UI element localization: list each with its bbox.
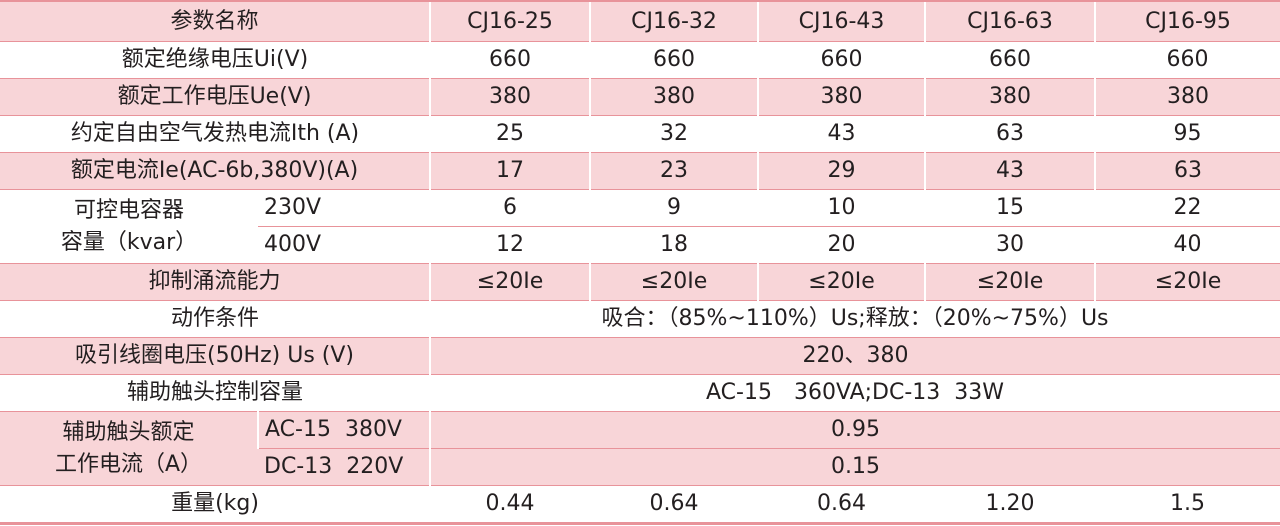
table-cell: 15 — [925, 189, 1096, 227]
table-row: 可控电容器 容量（kvar） 230V 6 9 10 15 22 — [0, 189, 1280, 264]
row-label: 可控电容器容量（kvar） — [0, 189, 258, 264]
table-row: DC-13 220V 0.15 — [0, 448, 1280, 486]
label-line: 辅助触头额定 — [62, 419, 195, 445]
table-cell: 1.20 — [925, 485, 1096, 525]
table-cell: 660 — [925, 41, 1096, 79]
table-row: 吸引线圈电压(50Hz) Us (V) 220、380 — [0, 337, 1280, 375]
table-cell: 1.5 — [1095, 485, 1280, 525]
label-line: 容量（kvar） — [60, 229, 198, 255]
table-cell: CJ16-25 — [429, 0, 591, 42]
row-label: 抑制涌流能力 — [0, 263, 431, 301]
table-row: 400V 12 18 20 30 40 — [0, 226, 1280, 264]
table-cell: 12 — [430, 226, 591, 264]
table-cell: 20 — [758, 226, 926, 264]
table-cell: ≤20Ie — [757, 263, 926, 301]
table-row: 约定自由空气发热电流Ith (A) 25 32 43 63 95 — [0, 115, 1280, 153]
table-row: 额定绝缘电压Ui(V) 660 660 660 660 660 — [0, 41, 1280, 79]
row-label: 吸引线圈电压(50Hz) Us (V) — [0, 337, 431, 375]
sub-label: 400V — [258, 226, 431, 264]
table-cell: 380 — [429, 78, 591, 116]
label-line: 可控电容器 — [73, 197, 184, 223]
table-cell: ≤20Ie — [589, 263, 759, 301]
table-cell: CJ16-95 — [1094, 0, 1280, 42]
table-row: 参数名称 CJ16-25 CJ16-32 CJ16-43 CJ16-63 CJ16-95 — [0, 0, 1280, 42]
table-cell: 380 — [1094, 78, 1280, 116]
table-cell: 380 — [589, 78, 759, 116]
sub-label: DC-13 220V — [258, 448, 431, 486]
table-cell: 220、380 — [429, 337, 1280, 375]
table-cell: 29 — [757, 152, 926, 190]
table-cell: 380 — [924, 78, 1096, 116]
row-label: 动作条件 — [0, 300, 431, 338]
table-row: 抑制涌流能力 ≤20Ie ≤20Ie ≤20Ie ≤20Ie ≤20Ie — [0, 263, 1280, 301]
table-cell: 660 — [758, 41, 926, 79]
row-label: 额定电流Ie(AC-6b,380V)(A) — [0, 152, 431, 190]
sub-label: 230V — [258, 189, 431, 227]
table-cell: 660 — [1095, 41, 1280, 79]
label-line: 工作电流（A） — [54, 451, 203, 477]
table-cell: 6 — [430, 189, 591, 227]
table-cell: ≤20Ie — [429, 263, 591, 301]
row-label: 辅助触头额定 工作电流（A） — [0, 411, 258, 486]
table-cell: 9 — [590, 189, 759, 227]
table-cell: 40 — [1095, 226, 1280, 264]
table-cell: CJ16-32 — [589, 0, 759, 42]
table-cell: 30 — [925, 226, 1096, 264]
table-cell: CJ16-43 — [757, 0, 926, 42]
table-cell: 660 — [590, 41, 759, 79]
table-row: 动作条件 吸合：（85%~110%）Us;释放：（20%~75%）Us — [0, 300, 1280, 338]
table-cell: ≤20Ie — [924, 263, 1096, 301]
table-cell: 380 — [757, 78, 926, 116]
table-cell: 32 — [590, 115, 759, 153]
table-cell: ≤20Ie — [1094, 263, 1280, 301]
table-row: 重量(kg) 0.44 0.64 0.64 1.20 1.5 — [0, 485, 1280, 525]
table-cell: 0.64 — [758, 485, 926, 525]
table-row: 额定电流Ie(AC-6b,380V)(A) 17 23 29 43 63 — [0, 152, 1280, 190]
table-cell: 0.15 — [429, 448, 1280, 486]
table-cell: AC-15 360VA;DC-13 33W — [430, 374, 1280, 412]
row-label: 辅助触头控制容量 — [0, 374, 431, 412]
table-cell: 0.64 — [590, 485, 759, 525]
row-label: 额定绝缘电压Ui(V) — [0, 41, 431, 79]
table-cell: 0.44 — [430, 485, 591, 525]
table-cell: 吸合：（85%~110%）Us;释放：（20%~75%）Us — [430, 300, 1280, 338]
table-cell: 0.95 — [429, 411, 1280, 449]
table-row: 辅助触头控制容量 AC-15 360VA;DC-13 33W — [0, 374, 1280, 412]
table-cell: 23 — [589, 152, 759, 190]
table-row: 辅助触头额定 工作电流（A） AC-15 380V 0.95 — [0, 411, 1280, 486]
table-cell: 95 — [1095, 115, 1280, 153]
table-cell: 10 — [758, 189, 926, 227]
row-label: 重量(kg) — [0, 485, 431, 525]
table-cell: 18 — [590, 226, 759, 264]
row-label: 额定工作电压Ue(V) — [0, 78, 431, 116]
table-cell: CJ16-63 — [924, 0, 1096, 42]
table-cell: 22 — [1095, 189, 1280, 227]
table-cell: 63 — [925, 115, 1096, 153]
table-cell: 17 — [429, 152, 591, 190]
table-cell: 660 — [430, 41, 591, 79]
table-cell: 43 — [924, 152, 1096, 190]
table-cell: 25 — [430, 115, 591, 153]
table-row: 额定工作电压Ue(V) 380 380 380 380 380 — [0, 78, 1280, 116]
row-label: 参数名称 — [0, 0, 431, 42]
table-cell: 63 — [1094, 152, 1280, 190]
table-cell: 43 — [758, 115, 926, 153]
row-label: 约定自由空气发热电流Ith (A) — [0, 115, 431, 153]
sub-label: AC-15 380V — [256, 411, 431, 449]
